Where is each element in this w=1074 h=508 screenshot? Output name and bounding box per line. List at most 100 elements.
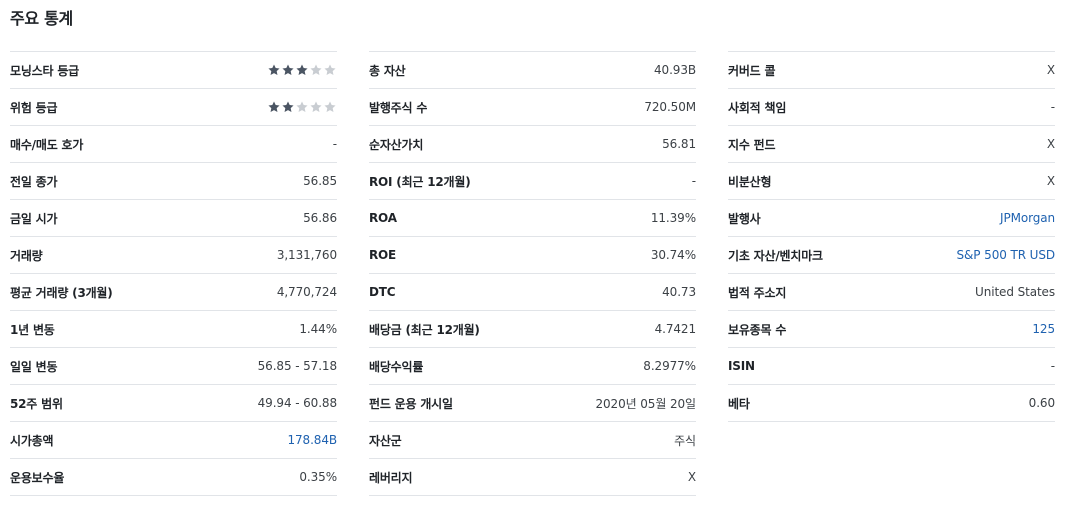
stat-row: ROE 30.74% bbox=[369, 237, 696, 274]
stat-value: 40.73 bbox=[662, 285, 696, 299]
stat-row: DTC 40.73 bbox=[369, 274, 696, 311]
stat-row: 법적 주소지 United States bbox=[728, 274, 1055, 311]
stat-row: 레버리지 X bbox=[369, 459, 696, 496]
stat-value: - bbox=[1050, 100, 1055, 114]
stat-value: 720.50M bbox=[644, 100, 696, 114]
stat-label: 운용보수율 bbox=[10, 470, 65, 485]
stat-label: 시가총액 bbox=[10, 433, 54, 448]
stat-label: 기초 자산/벤치마크 bbox=[728, 248, 823, 263]
stat-label: 금일 시가 bbox=[10, 211, 58, 226]
stat-value: 2020년 05월 20일 bbox=[595, 396, 696, 411]
star-empty-icon bbox=[296, 101, 308, 113]
stat-label: 거래량 bbox=[10, 248, 43, 263]
stat-label: 1년 변동 bbox=[10, 322, 55, 337]
stat-value: X bbox=[1046, 137, 1055, 151]
stat-label: 베타 bbox=[728, 396, 750, 411]
stat-row: 1년 변동 1.44% bbox=[10, 311, 337, 348]
stat-label: 비분산형 bbox=[728, 174, 772, 189]
stat-label: 법적 주소지 bbox=[728, 285, 787, 300]
stat-label: ROI (최근 12개월) bbox=[369, 174, 471, 189]
stat-label: ROA bbox=[369, 211, 397, 225]
star-filled-icon bbox=[268, 101, 280, 113]
stat-row: 펀드 운용 개시일 2020년 05월 20일 bbox=[369, 385, 696, 422]
stat-row: 위험 등급 bbox=[10, 89, 337, 126]
stat-value: - bbox=[691, 174, 696, 188]
stat-label: 발행주식 수 bbox=[369, 100, 428, 115]
stat-value: X bbox=[687, 470, 696, 484]
stat-row: 발행주식 수 720.50M bbox=[369, 89, 696, 126]
stat-label: 발행사 bbox=[728, 211, 761, 226]
stat-value: 40.93B bbox=[654, 63, 696, 77]
stat-label: 사회적 책임 bbox=[728, 100, 787, 115]
stat-value: 49.94 - 60.88 bbox=[257, 396, 337, 410]
stat-row: 지수 펀드 X bbox=[728, 126, 1055, 163]
stat-label: 매수/매도 호가 bbox=[10, 137, 84, 152]
stat-row: 베타 0.60 bbox=[728, 385, 1055, 422]
stat-label: ROE bbox=[369, 248, 397, 262]
stat-value: United States bbox=[975, 285, 1055, 299]
stat-row: ROI (최근 12개월) - bbox=[369, 163, 696, 200]
stat-row: ISIN - bbox=[728, 348, 1055, 385]
star-filled-icon bbox=[268, 64, 280, 76]
stat-value: - bbox=[1050, 359, 1055, 373]
stat-label: DTC bbox=[369, 285, 396, 299]
stat-value: 주식 bbox=[674, 433, 696, 448]
stat-row: 발행사 JPMorgan bbox=[728, 200, 1055, 237]
stat-label: 평균 거래량 (3개월) bbox=[10, 285, 113, 300]
stats-column-3: 커버드 콜 X 사회적 책임 - 지수 펀드 X 비분산형 X 발행사 JPMorgan 기초 자산… bbox=[728, 51, 1055, 422]
stat-row: 기초 자산/벤치마크 S&P 500 TR USD bbox=[728, 237, 1055, 274]
stat-value: X bbox=[1046, 63, 1055, 77]
stat-value: 0.60 bbox=[1028, 396, 1055, 410]
stat-label: 순자산가치 bbox=[369, 137, 424, 152]
stat-row: 모닝스타 등급 bbox=[10, 52, 337, 89]
stat-label: 지수 펀드 bbox=[728, 137, 776, 152]
stat-value: 1.44% bbox=[299, 322, 337, 336]
stat-row: 일일 변동 56.85 - 57.18 bbox=[10, 348, 337, 385]
star-filled-icon bbox=[282, 64, 294, 76]
stat-label: 52주 범위 bbox=[10, 396, 63, 411]
stat-value: 56.85 - 57.18 bbox=[257, 359, 337, 373]
stat-row: 운용보수율 0.35% bbox=[10, 459, 337, 496]
stat-value: 56.81 bbox=[662, 137, 696, 151]
stat-row: 52주 범위 49.94 - 60.88 bbox=[10, 385, 337, 422]
stat-label: 자산군 bbox=[369, 433, 402, 448]
star-rating bbox=[267, 100, 337, 114]
stat-label: 배당금 (최근 12개월) bbox=[369, 322, 480, 337]
stat-row: 비분산형 X bbox=[728, 163, 1055, 200]
stat-label: 배당수익률 bbox=[369, 359, 424, 374]
stat-label: 보유종목 수 bbox=[728, 322, 787, 337]
stat-value: 3,131,760 bbox=[276, 248, 337, 262]
stat-value: - bbox=[332, 137, 337, 151]
stat-value-link[interactable]: 178.84B bbox=[287, 433, 337, 447]
stat-label: 레버리지 bbox=[369, 470, 413, 485]
stat-value-link[interactable]: 125 bbox=[1032, 322, 1055, 336]
stat-label: 펀드 운용 개시일 bbox=[369, 396, 453, 411]
stat-value: 56.86 bbox=[303, 211, 337, 225]
stat-row: 커버드 콜 X bbox=[728, 52, 1055, 89]
stat-row: 보유종목 수 125 bbox=[728, 311, 1055, 348]
stat-row: 자산군 주식 bbox=[369, 422, 696, 459]
stat-label: 모닝스타 등급 bbox=[10, 63, 80, 78]
stat-value-link[interactable]: S&P 500 TR USD bbox=[956, 248, 1056, 262]
star-filled-icon bbox=[282, 101, 294, 113]
stats-column-2: 총 자산 40.93B 발행주식 수 720.50M 순자산가치 56.81 ROI (최근… bbox=[369, 51, 696, 496]
stat-row: 순자산가치 56.81 bbox=[369, 126, 696, 163]
stat-row: 사회적 책임 - bbox=[728, 89, 1055, 126]
stat-label: 커버드 콜 bbox=[728, 63, 776, 78]
star-filled-icon bbox=[296, 64, 308, 76]
stat-label: 일일 변동 bbox=[10, 359, 58, 374]
stat-value-link[interactable]: JPMorgan bbox=[1000, 211, 1055, 225]
stat-value: 30.74% bbox=[650, 248, 696, 262]
stat-value: 56.85 bbox=[303, 174, 337, 188]
stat-row: 배당금 (최근 12개월) 4.7421 bbox=[369, 311, 696, 348]
stat-row: 매수/매도 호가 - bbox=[10, 126, 337, 163]
stat-row: ROA 11.39% bbox=[369, 200, 696, 237]
star-empty-icon bbox=[310, 64, 322, 76]
stat-value: 4.7421 bbox=[654, 322, 696, 336]
stat-label: 총 자산 bbox=[369, 63, 406, 78]
stat-label: 전일 종가 bbox=[10, 174, 58, 189]
page-title: 주요 통계 bbox=[10, 9, 73, 28]
stat-row: 총 자산 40.93B bbox=[369, 52, 696, 89]
stat-row: 평균 거래량 (3개월) 4,770,724 bbox=[10, 274, 337, 311]
